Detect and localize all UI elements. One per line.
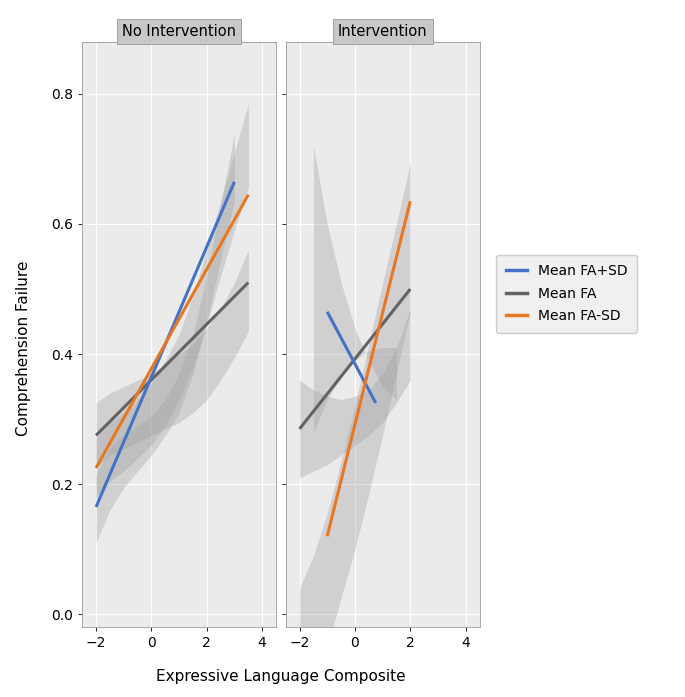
Legend: Mean FA+SD, Mean FA, Mean FA-SD: Mean FA+SD, Mean FA, Mean FA-SD [496, 254, 637, 332]
Text: Comprehension Failure: Comprehension Failure [16, 261, 32, 436]
Text: Expressive Language Composite: Expressive Language Composite [156, 668, 406, 684]
Title: Intervention: Intervention [338, 24, 427, 39]
Title: No Intervention: No Intervention [122, 24, 236, 39]
